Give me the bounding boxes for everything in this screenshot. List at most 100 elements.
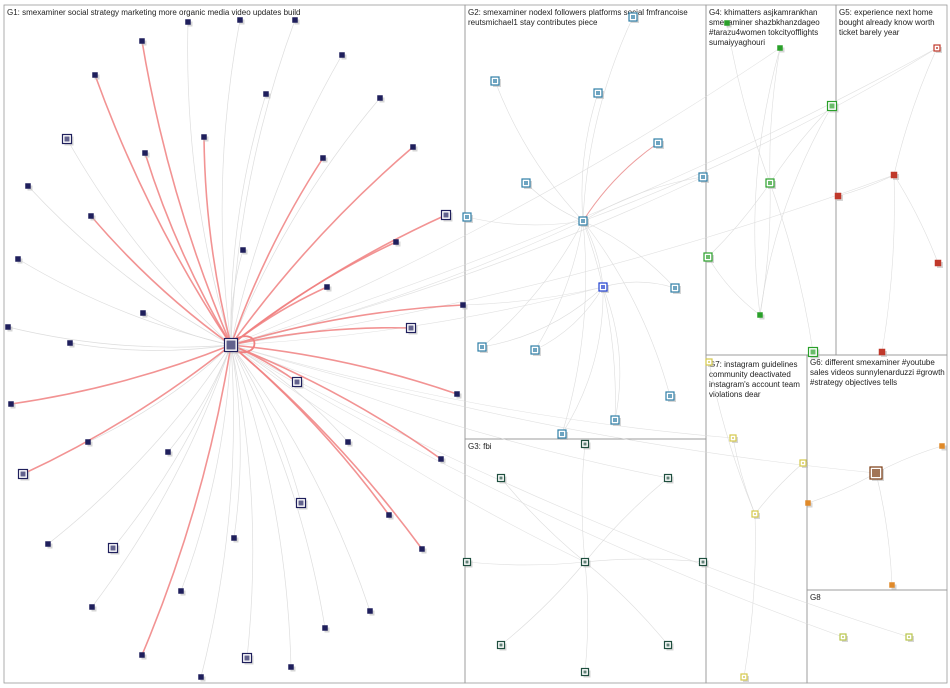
graph-node[interactable] — [462, 212, 473, 223]
graph-node[interactable] — [807, 346, 820, 359]
graph-node[interactable] — [665, 391, 676, 402]
graph-node[interactable] — [729, 434, 738, 443]
graph-node[interactable] — [440, 209, 453, 222]
graph-node[interactable] — [653, 138, 664, 149]
graph-node[interactable] — [628, 12, 639, 23]
graph-node[interactable] — [92, 72, 100, 80]
graph-node[interactable] — [178, 588, 186, 596]
graph-node[interactable] — [934, 259, 943, 268]
graph-node[interactable] — [67, 340, 75, 348]
graph-node[interactable] — [496, 640, 507, 651]
graph-node[interactable] — [593, 88, 604, 99]
graph-node[interactable] — [765, 178, 776, 189]
graph-node[interactable] — [386, 512, 394, 520]
graph-node[interactable] — [477, 342, 488, 353]
graph-node[interactable] — [933, 44, 942, 53]
graph-node[interactable] — [345, 439, 353, 447]
graph-node[interactable] — [393, 239, 401, 247]
graph-node[interactable] — [462, 557, 473, 568]
graph-node[interactable] — [663, 473, 674, 484]
graph-node[interactable] — [15, 256, 23, 264]
graph-node[interactable] — [740, 673, 749, 682]
graph-node[interactable] — [698, 172, 709, 183]
graph-node[interactable] — [703, 252, 714, 263]
graph-node[interactable] — [231, 535, 239, 543]
graph-node[interactable] — [839, 633, 848, 642]
graph-node[interactable] — [663, 640, 674, 651]
graph-node[interactable] — [88, 213, 96, 221]
graph-node[interactable] — [405, 322, 418, 335]
graph-node[interactable] — [889, 582, 897, 590]
graph-node[interactable] — [198, 674, 206, 682]
graph-node[interactable] — [377, 95, 385, 103]
graph-node[interactable] — [438, 456, 446, 464]
graph-node[interactable] — [367, 608, 375, 616]
graph-node[interactable] — [578, 216, 589, 227]
graph-node[interactable] — [25, 183, 33, 191]
graph-node[interactable] — [89, 604, 97, 612]
graph-node[interactable] — [670, 283, 681, 294]
node-avatar — [936, 47, 938, 49]
edge — [561, 220, 587, 435]
graph-node[interactable] — [85, 439, 93, 447]
graph-node[interactable] — [339, 52, 347, 60]
graph-node[interactable] — [496, 473, 507, 484]
graph-node[interactable] — [288, 664, 296, 672]
graph-node[interactable] — [61, 133, 74, 146]
graph-node[interactable] — [580, 667, 591, 678]
graph-node[interactable] — [263, 91, 271, 99]
graph-node[interactable] — [320, 155, 328, 163]
graph-node[interactable] — [598, 282, 609, 293]
graph-node[interactable] — [724, 20, 732, 28]
graph-node[interactable] — [905, 633, 914, 642]
graph-node[interactable] — [869, 466, 884, 481]
graph-node[interactable] — [557, 429, 568, 440]
graph-node[interactable] — [610, 415, 621, 426]
graph-node[interactable] — [878, 348, 887, 357]
graph-node[interactable] — [698, 557, 709, 568]
graph-node[interactable] — [490, 76, 501, 87]
graph-node[interactable] — [410, 144, 418, 152]
graph-node[interactable] — [580, 439, 591, 450]
graph-node[interactable] — [17, 468, 30, 481]
graph-node[interactable] — [777, 45, 785, 53]
graph-node[interactable] — [140, 310, 148, 318]
graph-node[interactable] — [241, 652, 254, 665]
graph-node[interactable] — [799, 459, 808, 468]
graph-node[interactable] — [142, 150, 150, 158]
graph-node[interactable] — [8, 401, 16, 409]
graph-node[interactable] — [237, 17, 245, 25]
graph-node[interactable] — [185, 19, 193, 27]
graph-node[interactable] — [240, 247, 248, 255]
graph-node[interactable] — [939, 443, 947, 451]
graph-node[interactable] — [751, 510, 760, 519]
graph-node[interactable] — [45, 541, 53, 549]
graph-node[interactable] — [521, 178, 532, 189]
graph-node[interactable] — [322, 625, 330, 633]
node-box — [201, 134, 207, 140]
graph-node[interactable] — [292, 17, 300, 25]
graph-node[interactable] — [757, 312, 765, 320]
graph-node[interactable] — [460, 302, 468, 310]
graph-node[interactable] — [139, 652, 147, 660]
graph-node[interactable] — [890, 171, 899, 180]
graph-node[interactable] — [454, 391, 462, 399]
graph-node[interactable] — [805, 500, 813, 508]
graph-node[interactable] — [324, 284, 332, 292]
graph-node[interactable] — [580, 557, 591, 568]
graph-node[interactable] — [291, 376, 304, 389]
graph-node[interactable] — [5, 324, 13, 332]
graph-node[interactable] — [705, 358, 714, 367]
edge — [584, 477, 669, 563]
group-labels: G1: smexaminer social strategy marketing… — [7, 8, 945, 602]
graph-node[interactable] — [201, 134, 209, 142]
graph-node[interactable] — [826, 100, 839, 113]
graph-node[interactable] — [295, 497, 308, 510]
graph-node[interactable] — [107, 542, 120, 555]
graph-node[interactable] — [834, 192, 843, 201]
graph-node[interactable] — [165, 449, 173, 457]
graph-node[interactable] — [530, 345, 541, 356]
graph-node[interactable] — [139, 38, 147, 46]
graph-node[interactable] — [223, 337, 240, 354]
graph-node[interactable] — [419, 546, 427, 554]
